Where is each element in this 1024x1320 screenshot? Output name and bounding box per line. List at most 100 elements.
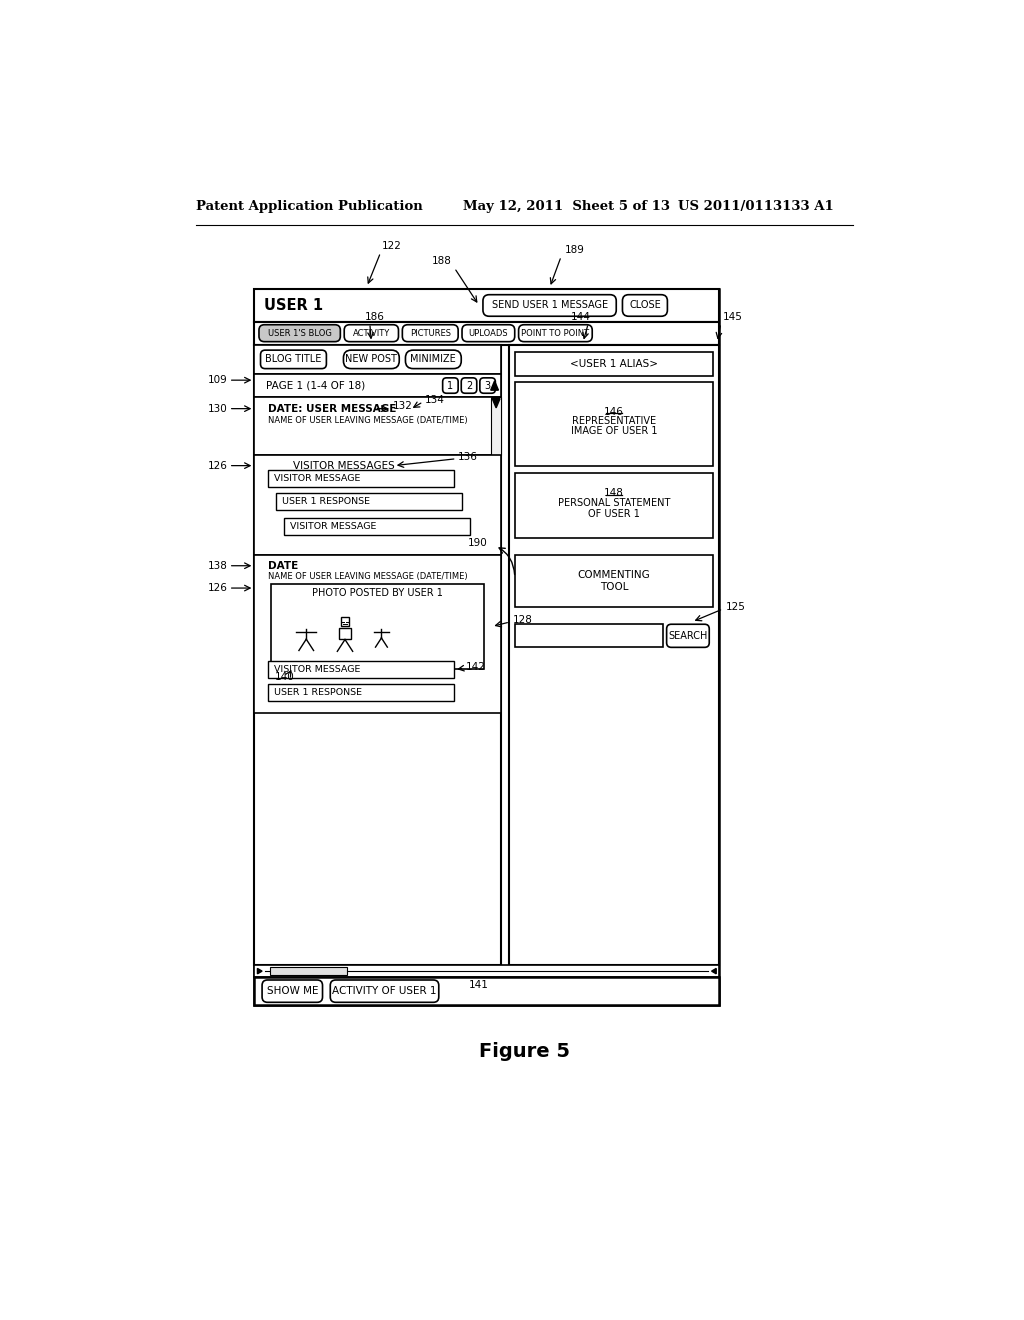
Text: OF USER 1: OF USER 1: [588, 508, 640, 519]
FancyBboxPatch shape: [623, 294, 668, 317]
FancyBboxPatch shape: [402, 325, 458, 342]
Text: 140: 140: [275, 672, 295, 681]
Text: TOOL: TOOL: [600, 582, 628, 591]
Text: PERSONAL STATEMENT: PERSONAL STATEMENT: [558, 498, 670, 508]
Text: 130: 130: [208, 404, 227, 413]
Bar: [268, 661, 455, 678]
FancyBboxPatch shape: [259, 325, 340, 342]
Text: REPRESENTATIVE: REPRESENTATIVE: [571, 416, 656, 426]
Text: Figure 5: Figure 5: [479, 1041, 570, 1061]
Bar: [254, 289, 719, 322]
Text: DATE: USER MESSAGE: DATE: USER MESSAGE: [268, 404, 396, 413]
Bar: [254, 345, 501, 965]
Text: 190: 190: [468, 539, 487, 548]
Text: CLOSE: CLOSE: [629, 301, 660, 310]
FancyBboxPatch shape: [667, 624, 710, 647]
Text: 126: 126: [207, 461, 227, 471]
Text: 186: 186: [366, 312, 385, 322]
Text: DATE: DATE: [268, 561, 299, 570]
FancyBboxPatch shape: [344, 325, 398, 342]
Text: NAME OF USER LEAVING MESSAGE (DATE/TIME): NAME OF USER LEAVING MESSAGE (DATE/TIME): [268, 416, 468, 425]
Text: 189: 189: [565, 244, 585, 255]
Text: UPLOADS: UPLOADS: [469, 329, 508, 338]
Bar: [276, 494, 462, 511]
Bar: [490, 397, 501, 455]
Bar: [509, 345, 719, 965]
Text: NAME OF USER LEAVING MESSAGE (DATE/TIME): NAME OF USER LEAVING MESSAGE (DATE/TIME): [268, 572, 468, 581]
Bar: [268, 684, 455, 701]
Text: May 12, 2011  Sheet 5 of 13: May 12, 2011 Sheet 5 of 13: [463, 199, 670, 213]
Text: 128: 128: [512, 615, 532, 626]
Text: VISITOR MESSAGE: VISITOR MESSAGE: [274, 474, 360, 483]
Bar: [515, 381, 713, 466]
Text: 188: 188: [432, 256, 452, 267]
Text: 141: 141: [469, 979, 489, 990]
Text: USER 1 RESPONSE: USER 1 RESPONSE: [274, 688, 362, 697]
Text: COMMENTING: COMMENTING: [578, 570, 650, 579]
Text: Patent Application Publication: Patent Application Publication: [197, 199, 423, 213]
Text: 136: 136: [458, 453, 478, 462]
FancyBboxPatch shape: [406, 350, 461, 368]
Bar: [515, 624, 663, 647]
Bar: [341, 618, 349, 626]
Bar: [254, 322, 719, 345]
FancyBboxPatch shape: [442, 378, 458, 393]
Text: 122: 122: [382, 240, 402, 251]
Bar: [254, 345, 501, 374]
Text: 125: 125: [726, 602, 745, 612]
Text: PAGE 1 (1-4 OF 18): PAGE 1 (1-4 OF 18): [266, 380, 366, 391]
Text: USER 1 RESPONSE: USER 1 RESPONSE: [283, 498, 371, 507]
Bar: [254, 554, 501, 713]
Text: 126: 126: [207, 583, 227, 593]
Text: VISITOR MESSAGE: VISITOR MESSAGE: [274, 665, 360, 675]
Bar: [268, 470, 455, 487]
Text: PHOTO POSTED BY USER 1: PHOTO POSTED BY USER 1: [312, 587, 443, 598]
Text: ACTIVITY: ACTIVITY: [352, 329, 390, 338]
Text: 132: 132: [393, 400, 413, 411]
FancyBboxPatch shape: [480, 378, 496, 393]
Text: 134: 134: [425, 395, 444, 405]
Text: SHOW ME: SHOW ME: [266, 986, 318, 997]
Polygon shape: [257, 969, 262, 974]
Polygon shape: [490, 381, 499, 391]
FancyBboxPatch shape: [343, 350, 399, 368]
Text: ACTIVITY OF USER 1: ACTIVITY OF USER 1: [332, 986, 437, 997]
Text: 3: 3: [484, 380, 490, 391]
Polygon shape: [712, 969, 716, 974]
Bar: [254, 374, 501, 397]
Bar: [284, 517, 470, 535]
Text: USER 1: USER 1: [263, 298, 323, 313]
FancyBboxPatch shape: [461, 378, 477, 393]
FancyBboxPatch shape: [262, 979, 323, 1002]
Bar: [254, 965, 719, 977]
Text: VISITOR MESSAGES: VISITOR MESSAGES: [293, 461, 395, 471]
Text: SEND USER 1 MESSAGE: SEND USER 1 MESSAGE: [492, 301, 607, 310]
Text: BLOG TITLE: BLOG TITLE: [265, 354, 322, 364]
FancyBboxPatch shape: [331, 979, 438, 1002]
FancyBboxPatch shape: [462, 325, 515, 342]
Bar: [254, 397, 501, 455]
Text: 142: 142: [466, 661, 485, 672]
Bar: [515, 554, 713, 607]
Text: 148: 148: [604, 488, 624, 498]
FancyBboxPatch shape: [518, 325, 592, 342]
Bar: [515, 473, 713, 539]
Text: USER 1'S BLOG: USER 1'S BLOG: [267, 329, 332, 338]
Text: NEW POST: NEW POST: [345, 354, 397, 364]
Text: 109: 109: [208, 375, 227, 385]
Text: PICTURES: PICTURES: [410, 329, 451, 338]
Bar: [515, 352, 713, 376]
Polygon shape: [493, 399, 500, 408]
Text: 2: 2: [466, 380, 472, 391]
Text: VISITOR MESSAGE: VISITOR MESSAGE: [290, 521, 377, 531]
Bar: [254, 455, 501, 554]
Bar: [271, 585, 483, 669]
Bar: [254, 289, 719, 1006]
Text: IMAGE OF USER 1: IMAGE OF USER 1: [570, 426, 657, 436]
Bar: [339, 627, 351, 639]
Text: 144: 144: [570, 312, 591, 322]
FancyBboxPatch shape: [260, 350, 327, 368]
Text: 138: 138: [207, 561, 227, 570]
Text: MINIMIZE: MINIMIZE: [411, 354, 457, 364]
Text: 1: 1: [447, 380, 454, 391]
